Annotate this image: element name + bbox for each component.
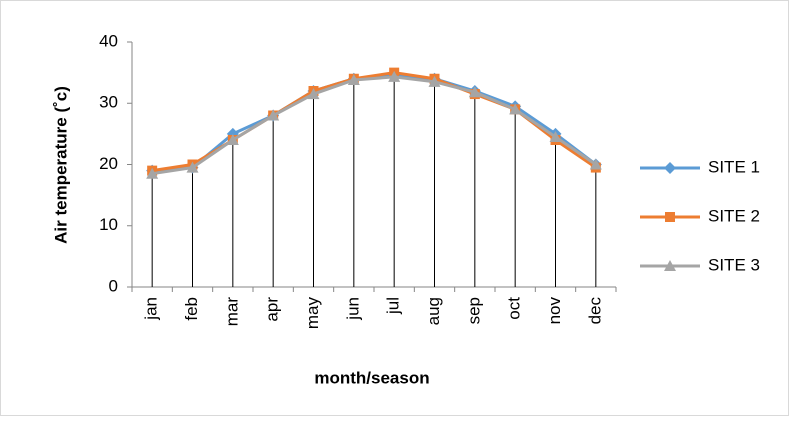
y-axis-title: Air temperature (˚c) [51, 86, 70, 244]
marker [468, 86, 481, 98]
y-tick-label: 10 [99, 215, 118, 234]
marker [428, 75, 441, 87]
x-tick-label: mar [222, 297, 241, 327]
y-tick-label: 30 [99, 93, 118, 112]
x-tick-label: jun [343, 297, 362, 321]
legend-label: SITE 3 [708, 255, 760, 274]
marker [665, 212, 675, 222]
x-tick-label: feb [182, 297, 201, 321]
series-line [151, 75, 597, 176]
marker [226, 134, 239, 145]
legend-label: SITE 2 [708, 206, 760, 225]
x-tick-label: jan [142, 297, 161, 321]
y-tick-label: 40 [99, 31, 118, 50]
x-tick-label: oct [505, 297, 524, 320]
marker [146, 167, 159, 179]
x-tick-label: nov [545, 297, 564, 325]
x-tick-label: dec [585, 297, 604, 325]
marker [664, 260, 676, 271]
marker [664, 162, 676, 174]
x-tick-label: may [303, 297, 322, 330]
x-tick-label: sep [464, 297, 483, 324]
x-tick-label: jul [384, 297, 403, 315]
marker [267, 109, 280, 121]
marker [549, 130, 562, 142]
y-tick-label: 20 [99, 154, 118, 173]
marker [186, 161, 199, 173]
marker [347, 73, 360, 85]
marker [307, 88, 320, 100]
marker [509, 103, 522, 115]
legend-label: SITE 1 [708, 157, 760, 176]
y-tick-label: 0 [109, 276, 118, 295]
x-axis-title: month/season [314, 368, 429, 387]
x-tick-label: apr [263, 297, 282, 322]
marker [388, 70, 401, 82]
x-tick-label: aug [424, 297, 443, 325]
marker [589, 158, 602, 170]
